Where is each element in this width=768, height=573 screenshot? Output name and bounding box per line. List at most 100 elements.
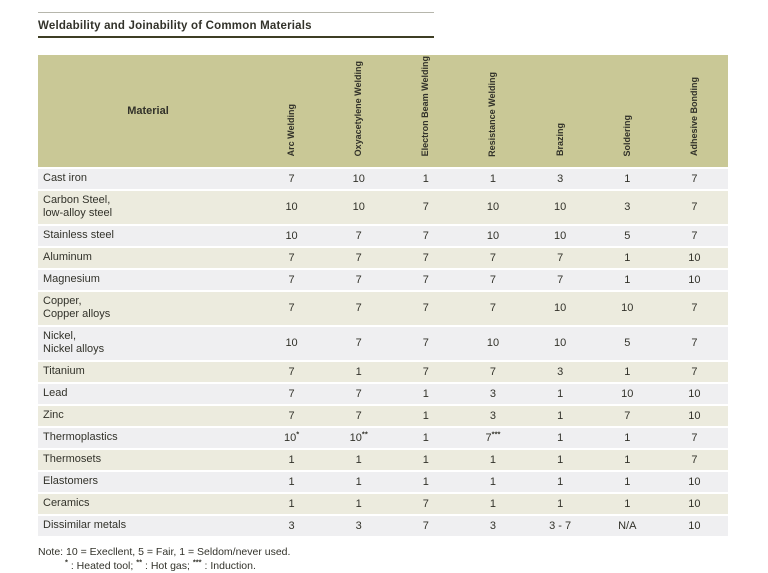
note-line2: * : Heated tool; ** : Hot gas; *** : Ind… xyxy=(65,557,256,573)
rating-cell: 10 xyxy=(660,514,728,537)
weldability-table: Material Arc Welding Oxyacetylene Welding… xyxy=(38,55,728,537)
rating-cell: 1 xyxy=(258,492,326,516)
rating-cell: 1 xyxy=(392,382,460,406)
rating-cell: 1 xyxy=(258,470,326,494)
rating-cell: 1 xyxy=(459,448,527,472)
rating-cell: 10 xyxy=(325,167,393,191)
material-cell: Carbon Steel, low-alloy steel xyxy=(38,189,258,226)
table-row: Carbon Steel, low-alloy steel 10 10 7 10 10 3 7 xyxy=(38,189,728,226)
rating-cell: 1 xyxy=(459,470,527,494)
table-row: Stainless steel 10 7 7 10 10 5 7 xyxy=(38,224,728,248)
rating-cell: 1 xyxy=(526,448,594,472)
rating-cell: 1 xyxy=(325,448,393,472)
table-row: Thermosets 1 1 1 1 1 1 7 xyxy=(38,448,728,472)
rating-cell: 1 xyxy=(325,470,393,494)
rating-cell: 10 xyxy=(258,224,326,248)
rating-cell: 10 xyxy=(325,189,393,226)
rating-cell: 7 xyxy=(392,514,460,537)
rating-cell: 10 xyxy=(660,268,728,292)
rating-cell: 1 xyxy=(593,426,661,450)
rating-cell: 7 xyxy=(526,246,594,270)
rating-cell: 7 xyxy=(392,268,460,292)
rating-cell: 1 xyxy=(526,404,594,428)
rating-cell: 7 xyxy=(392,325,460,362)
rating-cell: 1 xyxy=(392,426,460,450)
rating-cell: 10 xyxy=(526,224,594,248)
process-column-header: Brazing xyxy=(526,55,594,169)
rating-cell: 7 xyxy=(660,224,728,248)
rating-cell: 7 xyxy=(392,224,460,248)
table-body: Cast iron 7 10 1 1 3 1 7 Carbon Steel, low-alloy… xyxy=(38,167,728,537)
material-cell: Dissimilar metals xyxy=(38,514,258,537)
rating-cell: 7 xyxy=(526,268,594,292)
rating-cell: 7 xyxy=(459,246,527,270)
process-column-header: Oxyacetylene Welding xyxy=(325,55,393,169)
rating-cell: 3 xyxy=(258,514,326,537)
rating-cell: 3 xyxy=(459,404,527,428)
material-cell: Ceramics xyxy=(38,492,258,516)
material-cell: Nickel, Nickel alloys xyxy=(38,325,258,362)
rating-cell: 7 xyxy=(258,290,326,327)
rating-cell: 10 xyxy=(459,189,527,226)
rating-cell: 10* xyxy=(258,426,326,450)
rating-cell: 1 xyxy=(593,492,661,516)
rating-cell: 10 xyxy=(660,470,728,494)
material-cell: Thermoplastics xyxy=(38,426,258,450)
rating-cell: 1 xyxy=(459,167,527,191)
rating-cell: 10 xyxy=(526,290,594,327)
rating-cell: 7 xyxy=(660,290,728,327)
material-column-header: Material xyxy=(38,55,258,169)
process-column-label: Brazing xyxy=(554,123,565,157)
process-column-label: Soldering xyxy=(621,114,632,157)
rating-cell: 7 xyxy=(258,167,326,191)
rating-cell: 7 xyxy=(459,268,527,292)
rating-cell: 7 xyxy=(593,404,661,428)
table-row: Zinc 7 7 1 3 1 7 10 xyxy=(38,404,728,428)
rating-cell: 10 xyxy=(660,492,728,516)
rating-cell: 3 xyxy=(325,514,393,537)
rating-cell: 5 xyxy=(593,224,661,248)
material-cell: Thermosets xyxy=(38,448,258,472)
process-column-label: Electron Beam Welding xyxy=(420,56,431,157)
rating-cell: 7 xyxy=(660,325,728,362)
rating-cell: 7 xyxy=(258,360,326,384)
rating-cell: 3 xyxy=(526,360,594,384)
table-row: Thermoplastics 10* 10** 1 7*** 1 1 7 xyxy=(38,426,728,450)
title-block: Weldability and Joinability of Common Ma… xyxy=(38,12,434,38)
rating-cell: 1 xyxy=(526,492,594,516)
rating-cell: 3 xyxy=(526,167,594,191)
rating-cell: 7 xyxy=(325,224,393,248)
table-row: Cast iron 7 10 1 1 3 1 7 xyxy=(38,167,728,191)
rating-cell: 10 xyxy=(593,382,661,406)
process-column-header: Arc Welding xyxy=(258,55,326,169)
rating-cell: 7 xyxy=(660,448,728,472)
rating-cell: 10 xyxy=(459,224,527,248)
process-column-label: Arc Welding xyxy=(286,104,297,157)
process-column-header: Electron Beam Welding xyxy=(392,55,460,169)
rating-cell: 7 xyxy=(660,360,728,384)
footnote: Note: 10 = Execllent, 5 = Fair, 1 = Seld… xyxy=(38,545,730,573)
rating-cell: 7 xyxy=(258,246,326,270)
rating-cell: 7 xyxy=(392,189,460,226)
rating-cell: 7 xyxy=(325,268,393,292)
rating-cell: 7 xyxy=(392,492,460,516)
process-column-label: Adhesive Bonding xyxy=(688,77,699,157)
material-cell: Titanium xyxy=(38,360,258,384)
rating-cell: 10 xyxy=(660,246,728,270)
table-row: Magnesium 7 7 7 7 7 1 10 xyxy=(38,268,728,292)
table-row: Copper, Copper alloys 7 7 7 7 10 10 7 xyxy=(38,290,728,327)
rating-cell: 5 xyxy=(593,325,661,362)
rating-cell: 7 xyxy=(660,426,728,450)
table-row: Lead 7 7 1 3 1 10 10 xyxy=(38,382,728,406)
rating-cell: 10 xyxy=(258,325,326,362)
rating-cell: 1 xyxy=(325,492,393,516)
rating-cell: 1 xyxy=(258,448,326,472)
rating-cell: 7 xyxy=(325,290,393,327)
rating-cell: 10 xyxy=(660,404,728,428)
rating-cell: 7 xyxy=(660,189,728,226)
table-header: Material Arc Welding Oxyacetylene Welding… xyxy=(38,55,728,169)
rating-cell: 10 xyxy=(526,325,594,362)
rating-cell: 7 xyxy=(325,382,393,406)
process-column-header: Adhesive Bonding xyxy=(660,55,728,169)
rating-cell: 10 xyxy=(593,290,661,327)
